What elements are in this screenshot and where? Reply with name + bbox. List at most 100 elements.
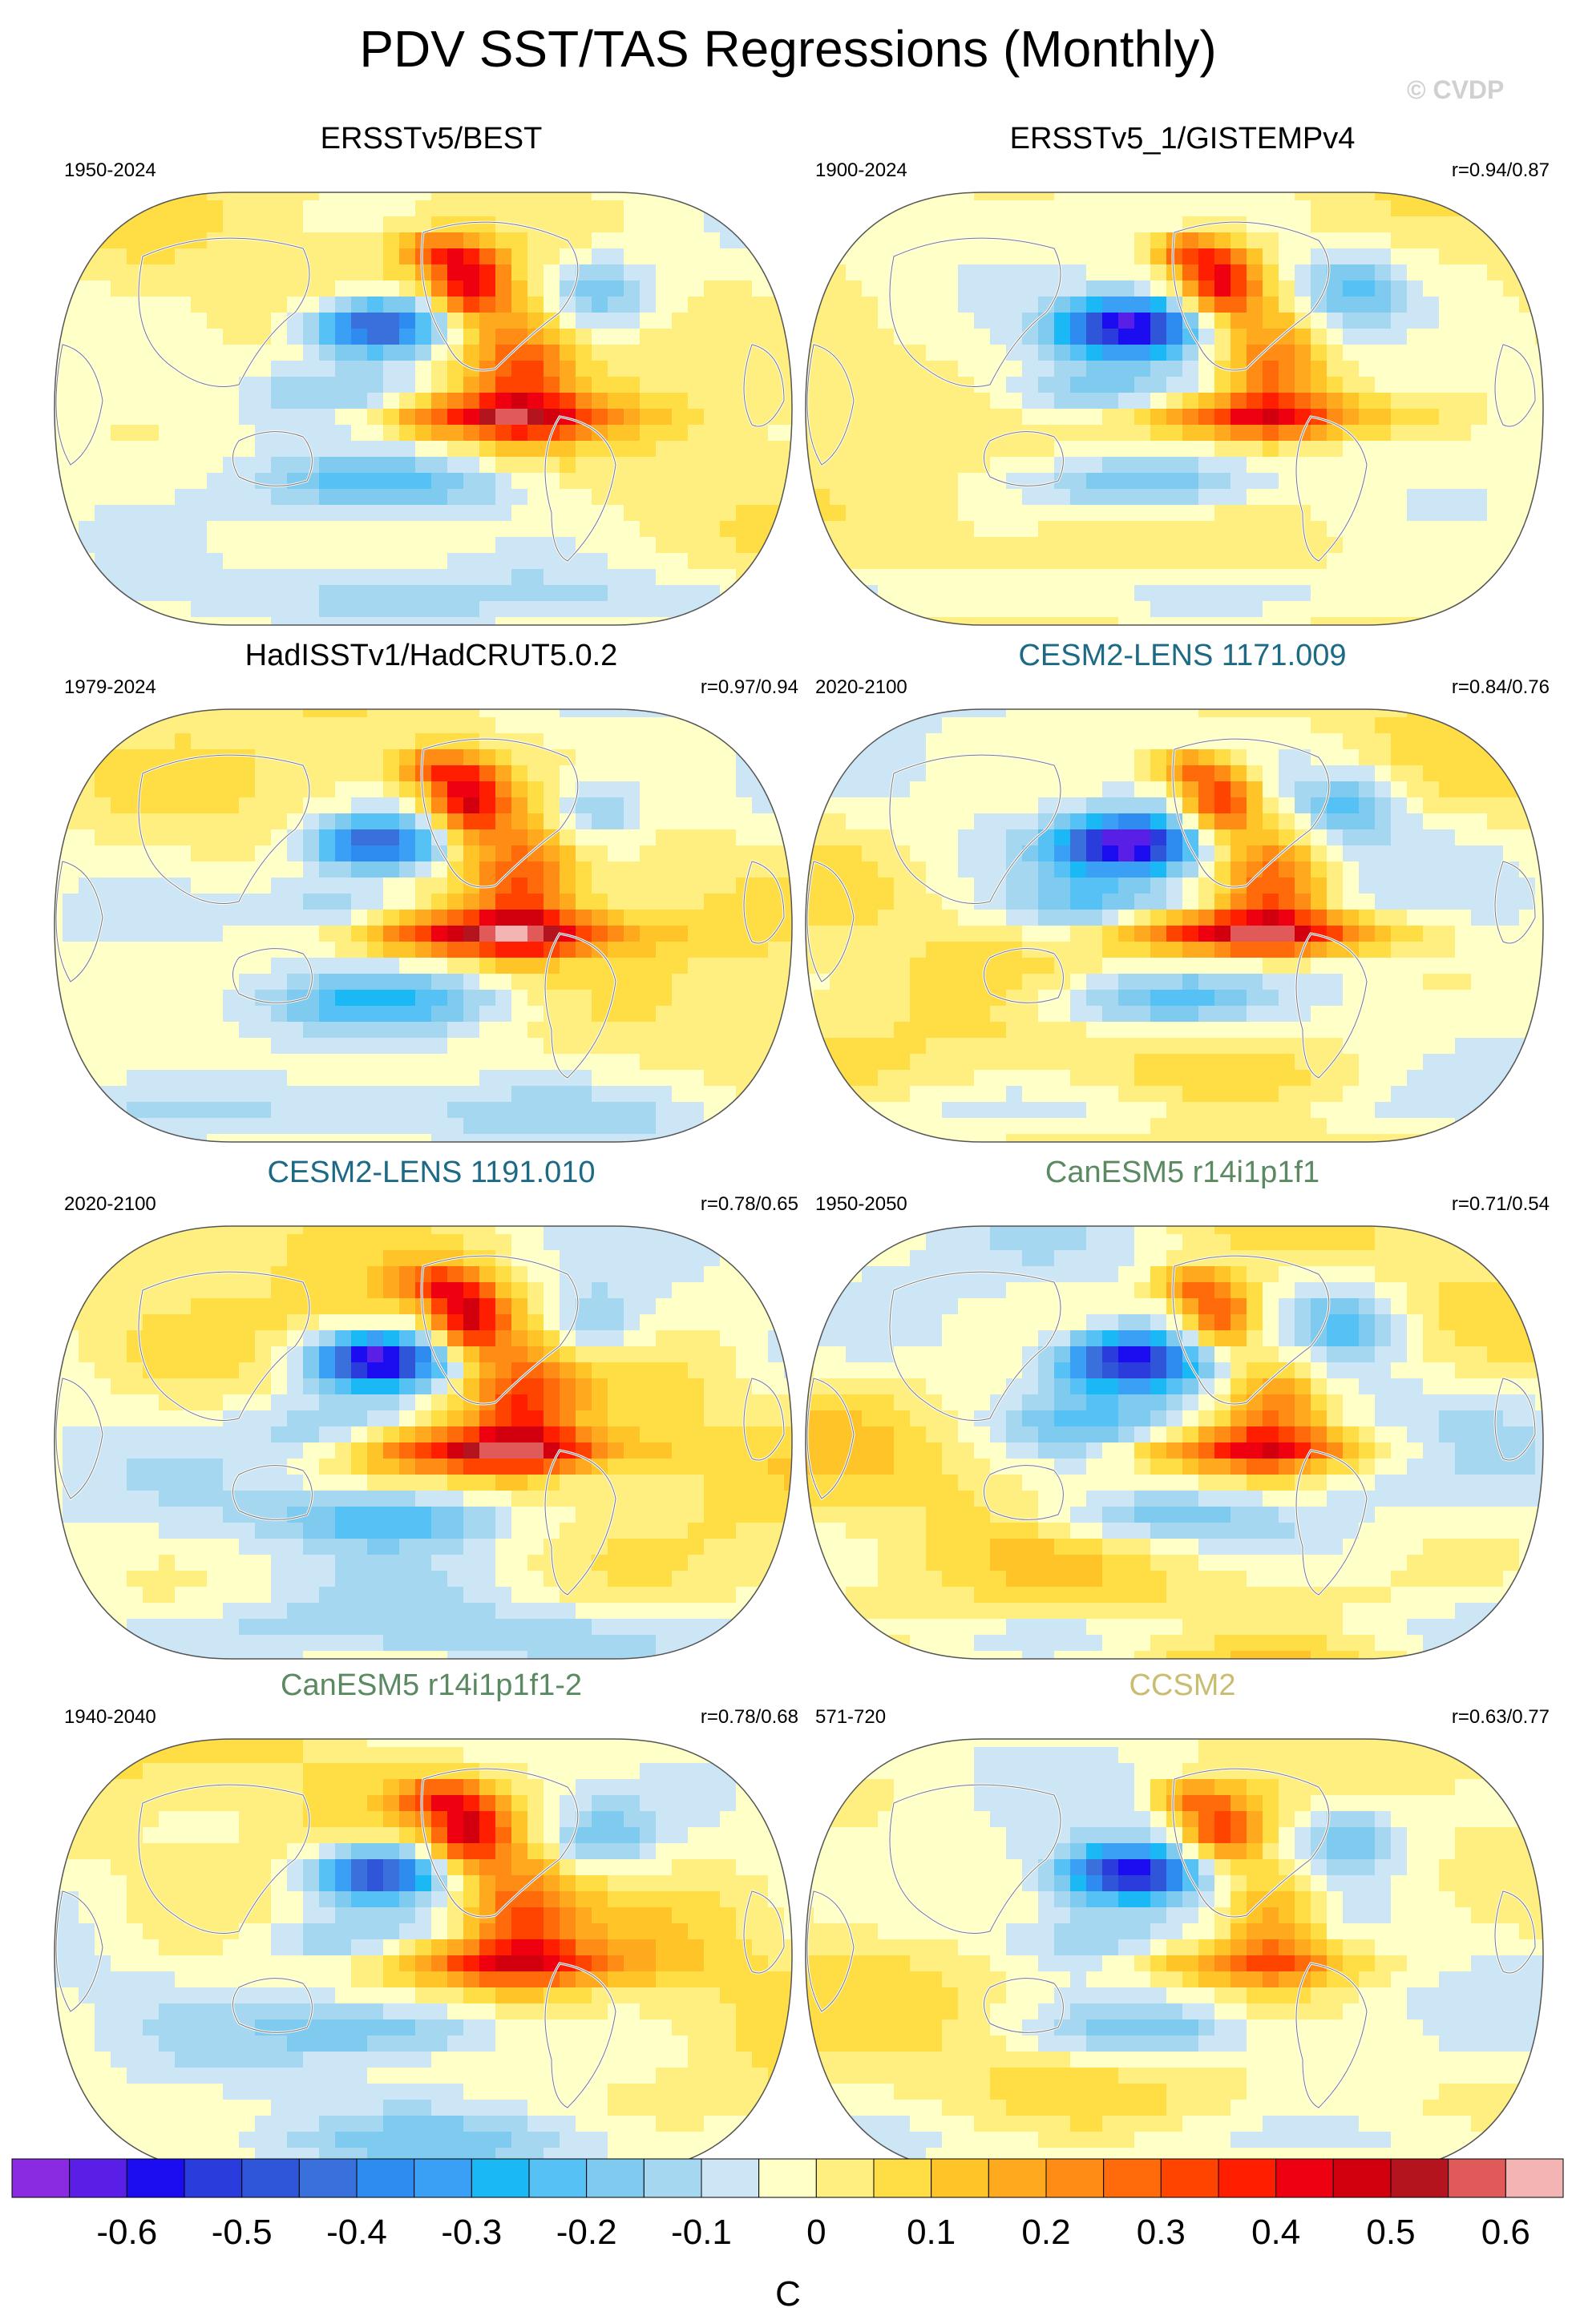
coastline-shadow <box>1295 1450 1368 1596</box>
panel-title: CanESM5 r14i1p1f1 <box>1045 1156 1320 1189</box>
panel-period: 1950-2024 <box>64 159 156 181</box>
colorbar-swatch <box>586 2158 645 2198</box>
coastline-shadow <box>421 738 579 888</box>
map-panel: CanESM5 r14i1p1f1-2 1940-2040 r=0.78/0.68 <box>46 1667 816 2180</box>
colorbar-tick-label: 0.3 <box>1137 2213 1186 2252</box>
coastline-shadow <box>544 1450 616 1596</box>
colorbar-swatch <box>815 2158 875 2198</box>
colorbar-tick-label: -0.3 <box>441 2213 502 2252</box>
coastline-shadow <box>984 431 1064 486</box>
coastline-shadow <box>421 1768 579 1918</box>
coastline-shadow <box>232 1978 313 2033</box>
colorbar-swatch <box>643 2158 702 2198</box>
panel-title: CanESM5 r14i1p1f1-2 <box>281 1668 582 1702</box>
coastline-shadow <box>806 861 855 982</box>
robinson-map <box>54 192 793 626</box>
colorbar-tick-label: -0.2 <box>556 2213 617 2252</box>
coastline-shadow <box>138 1271 310 1421</box>
coastline-shadow <box>544 1963 616 2108</box>
colorbar-swatch <box>241 2158 300 2198</box>
coastline-shadow <box>889 1784 1061 1934</box>
panel-period: 1940-2040 <box>64 1706 156 1728</box>
colorbar-swatch <box>69 2158 127 2198</box>
colorbar: -0.6 -0.5 -0.4 -0.3 -0.2 -0.1 0 0.1 0.2 0.3 0.4 0.5… <box>11 2158 1564 2252</box>
colorbar-units-label: C <box>775 2274 801 2314</box>
coastline-shadow <box>138 754 310 904</box>
robinson-map <box>805 1225 1544 1660</box>
panel-correlation: r=0.94/0.87 <box>1451 159 1550 181</box>
map-border <box>54 1225 793 1660</box>
map-panel: CCSM2 571-720 r=0.63/0.77 <box>798 1667 1567 2180</box>
panel-correlation: r=0.78/0.65 <box>700 1193 798 1215</box>
colorbar-swatch <box>126 2158 185 2198</box>
colorbar-swatch <box>1275 2158 1334 2198</box>
colorbar-swatch <box>414 2158 472 2198</box>
coastline-shadow <box>232 1465 313 1520</box>
coastline-shadow <box>1172 738 1330 888</box>
coastline-shadow <box>1494 1890 1536 1974</box>
coastline-shadow <box>743 344 785 427</box>
coastline-shadow <box>984 948 1064 1003</box>
robinson-map <box>54 1738 793 2173</box>
colorbar-swatch <box>758 2158 817 2198</box>
map-panel: ERSSTv5_1/GISTEMPv4 1900-2024 r=0.94/0.87 <box>798 120 1567 633</box>
coastline-shadow <box>1494 1378 1536 1461</box>
coastline-shadow <box>138 1784 310 1934</box>
panel-correlation: r=0.71/0.54 <box>1451 1193 1550 1215</box>
colorbar-tick-label: 0.6 <box>1481 2213 1530 2252</box>
coastline-shadow <box>421 221 579 371</box>
colorbar-swatch <box>701 2158 760 2198</box>
panel-period: 1900-2024 <box>815 159 907 181</box>
colorbar-swatch <box>873 2158 932 2198</box>
watermark: © CVDP <box>1407 75 1505 104</box>
coastline-shadow <box>55 344 103 466</box>
coastline-shadow <box>1172 221 1330 371</box>
colorbar-swatch <box>1160 2158 1219 2198</box>
map-panel: ERSSTv5/BEST 1950-2024 <box>46 120 816 633</box>
colorbar-swatch <box>11 2158 71 2198</box>
coastline-shadow <box>743 1378 785 1461</box>
map-border <box>805 192 1544 626</box>
colorbar-tick-label: -0.5 <box>212 2213 273 2252</box>
coastline-shadow <box>889 1271 1061 1421</box>
colorbar-tick-label: -0.4 <box>326 2213 387 2252</box>
map-panel: CanESM5 r14i1p1f1 1950-2050 r=0.71/0.54 <box>798 1154 1567 1667</box>
panel-period: 2020-2100 <box>815 676 907 698</box>
map-panel: CESM2-LENS 1171.009 2020-2100 r=0.84/0.76 <box>798 637 1567 1150</box>
map-panel: CESM2-LENS 1191.010 2020-2100 r=0.78/0.65 <box>46 1154 816 1667</box>
colorbar-swatch <box>1218 2158 1277 2198</box>
panel-correlation: r=0.84/0.76 <box>1451 676 1550 698</box>
robinson-map <box>805 708 1544 1143</box>
coastline-shadow <box>889 237 1061 387</box>
colorbar-swatch <box>528 2158 588 2198</box>
coastline-shadow <box>55 1378 103 1499</box>
robinson-map <box>54 708 793 1143</box>
coastline-shadow <box>544 933 616 1079</box>
colorbar-tick-label: 0.1 <box>907 2213 956 2252</box>
colorbar-tick-label: 0 <box>806 2213 826 2252</box>
coastline-shadow <box>1295 416 1368 562</box>
panel-title: HadISSTv1/HadCRUT5.0.2 <box>244 639 618 672</box>
coastline-shadow <box>1295 933 1368 1079</box>
coastline-shadow <box>55 861 103 982</box>
colorbar-tick-label: 0.2 <box>1021 2213 1070 2252</box>
coastline-shadow <box>1295 1963 1368 2108</box>
map-border <box>805 708 1544 1143</box>
coastline-shadow <box>984 1465 1064 1520</box>
panel-title: CESM2-LENS 1171.009 <box>1018 639 1347 672</box>
colorbar-swatch <box>1448 2158 1506 2198</box>
coastline-shadow <box>232 948 313 1003</box>
panel-period: 1950-2050 <box>815 1193 907 1215</box>
panel-title: CCSM2 <box>1129 1668 1236 1702</box>
map-border <box>54 192 793 626</box>
coastline-shadow <box>806 1890 855 2012</box>
coastline-shadow <box>1494 861 1536 944</box>
coastline-shadow <box>984 1978 1064 2033</box>
panel-correlation: r=0.78/0.68 <box>700 1706 798 1728</box>
colorbar-tick-label: -0.1 <box>671 2213 732 2252</box>
coastline-shadow <box>55 1890 103 2012</box>
panel-correlation: r=0.63/0.77 <box>1451 1706 1550 1728</box>
panel-title: ERSSTv5/BEST <box>320 122 543 155</box>
colorbar-swatch <box>184 2158 243 2198</box>
colorbar-swatch <box>1103 2158 1162 2198</box>
